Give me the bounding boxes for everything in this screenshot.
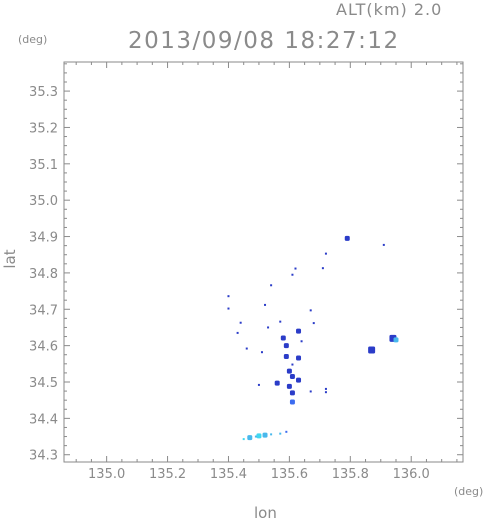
x-tick-label: 135.6 (271, 467, 308, 482)
data-point (286, 368, 292, 374)
data-point (324, 387, 327, 390)
y-tick-label: 34.7 (29, 303, 58, 318)
data-point (296, 355, 302, 361)
data-point (247, 435, 253, 441)
y-tick-label: 35.0 (29, 194, 58, 209)
data-point (291, 273, 294, 276)
y-tick-label: 34.3 (29, 449, 58, 464)
x-tick-label: 135.8 (332, 467, 369, 482)
data-point (267, 326, 270, 329)
data-point (227, 295, 230, 298)
data-point (368, 346, 376, 354)
timestamp-title: 2013/09/08 18:27:12 (128, 28, 400, 54)
data-point (254, 435, 257, 438)
data-point (283, 343, 289, 349)
x-unit-label: (deg) (454, 485, 484, 498)
data-point (256, 433, 262, 439)
data-point (294, 267, 297, 270)
y-unit-label: (deg) (18, 33, 48, 46)
data-point (242, 438, 245, 441)
data-point (279, 320, 282, 323)
x-tick-label: 135.4 (210, 467, 247, 482)
data-point (262, 432, 268, 438)
data-point (264, 303, 267, 306)
y-tick-label: 34.8 (29, 267, 58, 282)
x-tick-label: 136.0 (393, 467, 430, 482)
data-point (257, 383, 260, 386)
y-tick-label: 35.1 (29, 158, 58, 173)
data-point (260, 351, 263, 354)
data-point (393, 337, 399, 343)
data-point (280, 335, 286, 341)
data-point (296, 377, 302, 383)
data-point (285, 430, 288, 433)
data-point (324, 252, 327, 255)
data-point (279, 432, 282, 435)
data-point (291, 363, 294, 366)
y-tick-label: 34.6 (29, 340, 58, 355)
altitude-label: ALT(km) 2.0 (336, 0, 443, 19)
data-point (283, 354, 289, 360)
data-point (289, 374, 295, 380)
plot-frame (63, 61, 464, 463)
data-point (289, 390, 295, 396)
data-point (324, 391, 327, 394)
data-point (289, 399, 295, 405)
data-point (239, 321, 242, 324)
data-point (300, 340, 303, 343)
data-point (270, 284, 273, 287)
x-tick-label: 135.0 (88, 467, 125, 482)
y-tick-label: 34.4 (29, 412, 58, 427)
data-point (227, 307, 230, 310)
x-axis-label: lon (254, 504, 277, 522)
data-point (321, 267, 324, 270)
data-point (236, 331, 239, 334)
data-points (227, 235, 399, 441)
data-point (270, 433, 273, 436)
y-tick-label: 35.3 (29, 85, 58, 100)
x-tick-label: 135.2 (149, 467, 186, 482)
data-point (309, 309, 312, 312)
y-tick-label: 34.9 (29, 231, 58, 246)
data-point (309, 390, 312, 393)
y-tick-label: 34.5 (29, 376, 58, 391)
axis-ticks (64, 62, 463, 462)
data-point (245, 347, 248, 350)
data-point (382, 243, 385, 246)
data-point (344, 235, 350, 241)
data-point (312, 322, 315, 325)
y-tick-label: 35.2 (29, 121, 58, 136)
data-point (296, 328, 302, 334)
data-point (274, 380, 280, 386)
data-point (286, 383, 292, 389)
tick-labels: 135.0 135.2 135.4 135.6 135.8 136.0 34.3 34.4 34… (29, 85, 430, 482)
